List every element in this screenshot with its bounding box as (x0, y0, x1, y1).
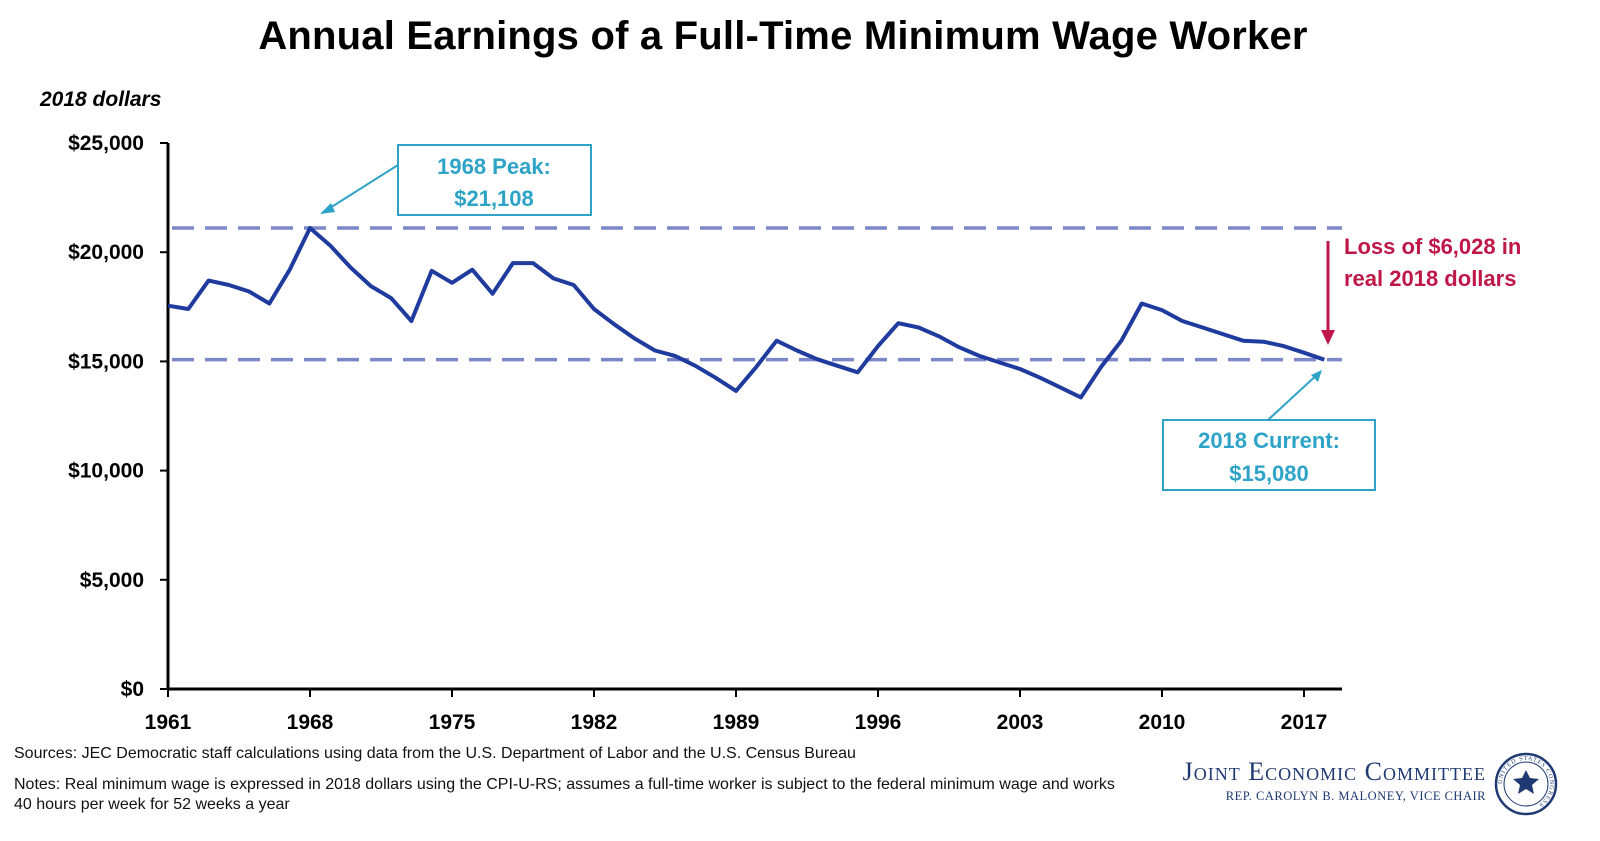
y-tick-label: $20,000 (68, 241, 144, 264)
x-axis-ticks: 1961 1968 1975 1982 1989 1996 2003 2010 2017 (145, 689, 1328, 734)
sources-note: Sources: JEC Democratic staff calculatio… (14, 745, 856, 762)
loss-arrowhead (1321, 330, 1335, 345)
current-callout-line2: $15,080 (1229, 461, 1309, 486)
x-tick-label: 1982 (571, 711, 618, 734)
x-tick-label: 1961 (145, 711, 192, 734)
jec-logo-subtitle: Rep. Carolyn B. Maloney, Vice Chair (1225, 789, 1486, 803)
chart-title: Annual Earnings of a Full-Time Minimum W… (258, 14, 1308, 58)
y-tick-label: $5,000 (80, 569, 144, 592)
x-tick-label: 2003 (997, 711, 1044, 734)
peak-callout-arrowhead (320, 203, 335, 214)
loss-label-line1: Loss of $6,028 in (1344, 234, 1521, 259)
peak-callout-pointer (321, 164, 399, 214)
y-tick-label: $15,000 (68, 350, 144, 373)
x-tick-label: 1989 (713, 711, 760, 734)
y-tick-label: $0 (121, 678, 144, 701)
jec-logo-name: Joint Economic Committee (1182, 757, 1486, 786)
annotations: 1968 Peak: $21,108 2018 Current: $15,080… (320, 144, 1521, 491)
data-series (167, 226, 1325, 400)
peak-callout-box (397, 144, 592, 216)
line-chart: $0 $5,000 $10,000 $15,000 $20,000 $25,000 196… (68, 132, 1521, 734)
current-callout-pointer (1267, 371, 1321, 421)
peak-callout-line2: $21,108 (454, 186, 534, 211)
peak-callout-line1: 1968 Peak: (437, 154, 551, 179)
y-tick-label: $10,000 (68, 460, 144, 483)
y-tick-label: $25,000 (68, 132, 144, 155)
x-tick-label: 1975 (429, 711, 476, 734)
x-tick-label: 2017 (1281, 711, 1328, 734)
current-callout-line1: 2018 Current: (1198, 428, 1340, 453)
notes-note: Notes: Real minimum wage is expressed in… (14, 776, 1115, 813)
y-axis-ticks: $0 $5,000 $10,000 $15,000 $20,000 $25,000 (68, 132, 168, 701)
current-callout-box (1162, 419, 1376, 491)
x-tick-label: 2010 (1139, 711, 1186, 734)
series-line (167, 226, 1325, 400)
current-callout-arrowhead (1311, 370, 1322, 382)
axes (166, 143, 1342, 691)
congress-seal-icon: UNITED STATES CONGRESS (1494, 752, 1558, 816)
y-axis-label: 2018 dollars (40, 88, 162, 111)
x-tick-label: 1968 (287, 711, 334, 734)
x-tick-label: 1996 (855, 711, 902, 734)
reference-lines (172, 226, 1342, 362)
jec-logo: Joint Economic Committee Rep. Carolyn B.… (1140, 757, 1486, 804)
loss-label-line2: real 2018 dollars (1344, 266, 1516, 291)
